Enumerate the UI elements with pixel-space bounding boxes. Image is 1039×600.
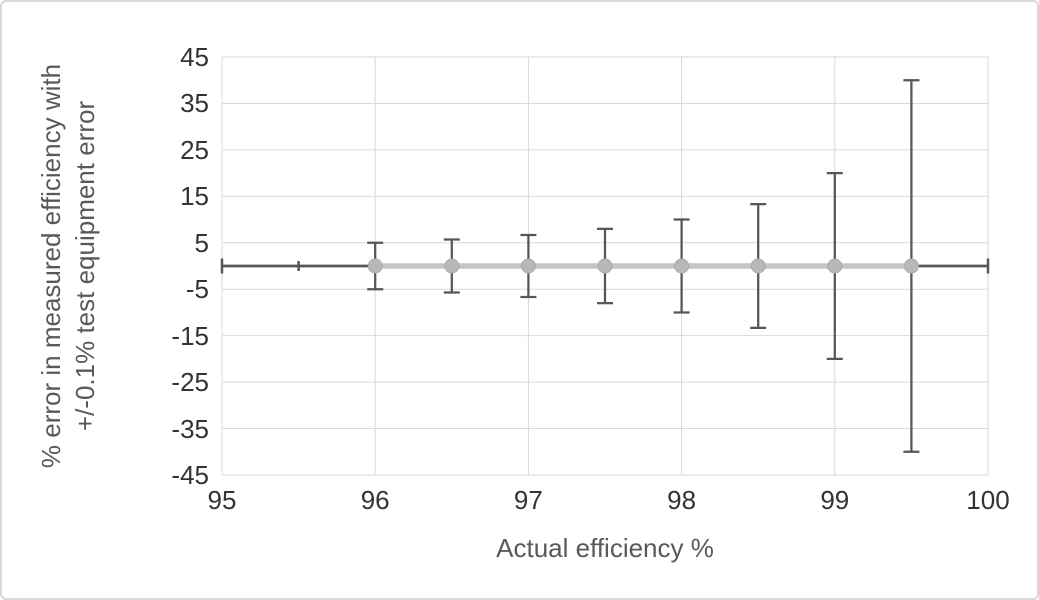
y-tick-label: 15	[180, 181, 209, 212]
y-tick-label: -15	[171, 320, 209, 351]
data-point-marker	[520, 258, 536, 274]
data-point-marker	[903, 258, 919, 274]
x-tick-label: 98	[667, 485, 697, 515]
y-tick-label: -25	[171, 367, 209, 398]
y-tick-label: 35	[180, 88, 209, 119]
x-tick-label: 99	[820, 485, 850, 515]
y-axis-title-line2: +/-0.1% test equipment error	[70, 100, 100, 432]
y-tick-label: -45	[171, 460, 209, 490]
x-tick-label: 95	[207, 485, 237, 515]
data-point-marker	[827, 258, 843, 274]
y-axis-title-line1: % error in measured efficiency with	[36, 63, 66, 469]
y-tick-label: -35	[171, 413, 209, 444]
data-point-marker	[750, 258, 766, 274]
y-tick-label: 25	[180, 134, 209, 165]
data-point-marker	[444, 258, 460, 274]
y-axis-title: % error in measured efficiency with +/-0…	[34, 31, 102, 501]
x-tick-label: 100	[966, 485, 1010, 515]
x-axis-title: Actual efficiency %	[496, 533, 714, 563]
y-tick-label: 5	[194, 227, 209, 258]
data-point-marker	[597, 258, 613, 274]
data-point-marker	[367, 258, 383, 274]
x-tick-label: 96	[360, 485, 390, 515]
y-tick-label: 45	[180, 42, 209, 72]
y-tick-label: -5	[185, 274, 209, 305]
data-point-marker	[674, 258, 690, 274]
x-tick-label: 97	[513, 485, 543, 515]
